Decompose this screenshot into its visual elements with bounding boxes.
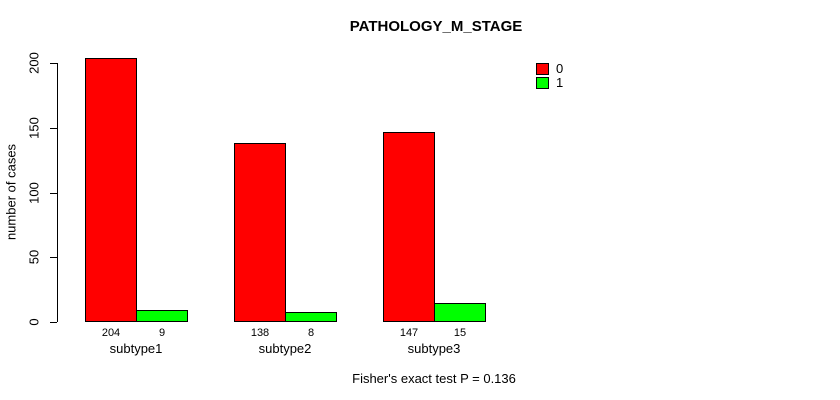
- y-tick: [50, 128, 57, 129]
- y-tick-label: 50: [26, 249, 42, 265]
- y-tick: [50, 322, 57, 323]
- y-tick-label: 0: [26, 318, 42, 326]
- y-tick: [50, 193, 57, 194]
- bar-value-label: 15: [453, 327, 467, 339]
- statistical-test-caption: Fisher's exact test P = 0.136: [352, 371, 516, 386]
- bar-subtype2-series-0: [234, 143, 286, 322]
- legend-item: 1: [536, 76, 563, 90]
- bar-subtype3-series-0: [383, 132, 435, 322]
- legend-swatch: [536, 77, 549, 89]
- bar-value-label: 204: [101, 327, 121, 339]
- legend-swatch: [536, 63, 549, 75]
- x-category-label-subtype3: subtype3: [407, 341, 461, 356]
- bar-subtype1-series-0: [85, 58, 137, 322]
- y-tick-label: 100: [26, 182, 42, 204]
- bar-value-label: 147: [399, 327, 419, 339]
- chart-title: PATHOLOGY_M_STAGE: [349, 18, 523, 35]
- bar-value-label: 9: [158, 327, 166, 339]
- bar-value-label: 138: [250, 327, 270, 339]
- bar-subtype3-series-1: [434, 303, 486, 322]
- y-tick-label: 200: [26, 52, 42, 74]
- y-axis-title: number of cases: [3, 143, 19, 241]
- bar-subtype1-series-1: [136, 310, 188, 322]
- legend-label: 0: [556, 61, 564, 76]
- y-tick: [50, 257, 57, 258]
- bar-value-label: 8: [307, 327, 315, 339]
- y-tick-label: 150: [26, 117, 42, 139]
- y-axis-line: [57, 63, 58, 322]
- legend-label: 1: [556, 75, 564, 90]
- x-category-label-subtype2: subtype2: [258, 341, 312, 356]
- bar-subtype2-series-1: [285, 312, 337, 322]
- x-category-label-subtype1: subtype1: [109, 341, 163, 356]
- legend-item: 0: [536, 62, 563, 76]
- y-tick: [50, 63, 57, 64]
